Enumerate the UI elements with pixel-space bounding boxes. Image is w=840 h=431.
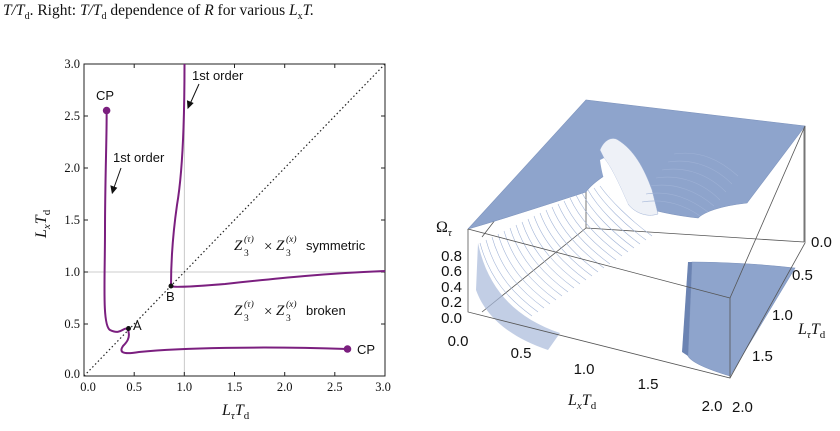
z-axis-label: Ωτ bbox=[436, 219, 453, 239]
svg-text:(τ): (τ) bbox=[244, 234, 254, 245]
svg-text:Z: Z bbox=[234, 238, 243, 254]
surface-lower-plateau bbox=[687, 261, 796, 377]
svg-text:(x): (x) bbox=[286, 299, 297, 310]
y-tick-label: 2.0 bbox=[64, 161, 80, 175]
cp-top-label: CP bbox=[96, 88, 114, 103]
box-front-top bbox=[467, 228, 731, 299]
svg-text:×: × bbox=[264, 304, 272, 320]
phase-boundary-horizontal-branch bbox=[170, 270, 386, 288]
y-tick-label: 0.5 bbox=[792, 267, 813, 284]
point-b-marker bbox=[168, 283, 174, 289]
svg-text:Z: Z bbox=[276, 303, 285, 319]
y-tick-label: 3.0 bbox=[64, 57, 80, 71]
point-b-label: B bbox=[166, 289, 175, 304]
svg-text:symmetric: symmetric bbox=[306, 238, 366, 253]
phase-boundary-left-branch bbox=[103, 110, 129, 333]
x-tick-label: 2.5 bbox=[327, 380, 343, 394]
svg-text:×: × bbox=[264, 239, 272, 255]
z-tick-label: 0.2 bbox=[441, 294, 462, 311]
svg-text:(x): (x) bbox=[286, 234, 297, 245]
x-tick-label: 1.0 bbox=[176, 380, 192, 394]
x-tick-label: 2.0 bbox=[277, 380, 293, 394]
symmetric-region-label: Z 3 (τ) × Z 3 (x) symmetric bbox=[234, 234, 366, 259]
svg-text:3: 3 bbox=[244, 314, 249, 324]
diagonal-line bbox=[83, 63, 386, 377]
box-front-top-right bbox=[729, 125, 806, 299]
x-tick-label: 3.0 bbox=[375, 380, 391, 394]
figure-caption: T/Td. Right: T/Td dependence of R for va… bbox=[3, 2, 314, 23]
broken-region-label: Z 3 (τ) × Z 3 (x) broken bbox=[234, 299, 346, 324]
x-tick-label: 2.0 bbox=[702, 398, 723, 415]
x-tick-label: 1.0 bbox=[574, 361, 595, 378]
x-axis-label: LτTd bbox=[221, 402, 250, 422]
critical-point-right bbox=[343, 345, 352, 353]
svg-text:Z: Z bbox=[276, 238, 285, 254]
box-back-floor bbox=[585, 227, 805, 243]
surface-lower-left-sheet bbox=[476, 243, 560, 350]
x-tick-label: 0.0 bbox=[448, 333, 469, 350]
y-tick-label: 1.5 bbox=[64, 213, 80, 227]
point-a-label: A bbox=[133, 318, 142, 333]
svg-text:Z: Z bbox=[234, 303, 243, 319]
first-order-top-arrow bbox=[189, 83, 200, 105]
surface-inner-ridge-shade bbox=[600, 158, 628, 210]
x-axis-label: LxTd bbox=[567, 392, 597, 412]
svg-text:3: 3 bbox=[286, 314, 291, 324]
y-tick-label: 0.5 bbox=[64, 317, 80, 331]
svg-text:3: 3 bbox=[286, 249, 291, 259]
y-tick-label: 2.5 bbox=[64, 109, 80, 123]
phase-diagram: 0.0 0.5 1.0 1.5 2.0 2.5 3.0 0.0 0.5 1.0 … bbox=[33, 57, 391, 422]
y-tick-label: 0.0 bbox=[811, 234, 832, 251]
phase-boundary-lower-branch bbox=[120, 329, 348, 355]
z-tick-label: 0.6 bbox=[441, 263, 462, 280]
point-a-marker bbox=[126, 326, 131, 331]
y-tick-label: 1.0 bbox=[64, 265, 80, 279]
y-axis-label: LτTd bbox=[797, 321, 826, 341]
y-tick-label: 0.0 bbox=[64, 367, 80, 381]
cp-right-label: CP bbox=[357, 342, 375, 357]
first-order-left-arrow bbox=[113, 167, 122, 190]
first-order-top-label: 1st order bbox=[192, 68, 244, 83]
z-tick-label: 0.0 bbox=[441, 310, 462, 327]
z-tick-label: 0.4 bbox=[441, 279, 462, 296]
y-tick-label: 2.0 bbox=[732, 399, 753, 416]
svg-text:broken: broken bbox=[306, 303, 346, 318]
surface-cliff bbox=[479, 185, 653, 317]
svg-text:(τ): (τ) bbox=[244, 299, 254, 310]
x-tick-label: 0.5 bbox=[511, 345, 532, 362]
y-axis-label: LxTd bbox=[33, 209, 53, 239]
svg-text:3: 3 bbox=[244, 249, 249, 259]
first-order-left-arrowhead bbox=[110, 185, 118, 195]
z-tick-label: 0.8 bbox=[441, 248, 462, 265]
phase-boundary-upper-branch bbox=[170, 63, 186, 287]
first-order-left-label: 1st order bbox=[113, 150, 165, 165]
x-tick-label: 0.0 bbox=[80, 380, 96, 394]
surface-lower-step bbox=[682, 262, 692, 356]
x-tick-label: 1.5 bbox=[227, 380, 243, 394]
x-tick-label: 1.5 bbox=[638, 376, 659, 393]
critical-point-top bbox=[102, 106, 111, 115]
y-tick-label: 1.0 bbox=[772, 307, 793, 324]
surface-plot: 0.8 0.6 0.4 0.2 0.0 Ωτ 0.0 0.5 1.0 1.5 2… bbox=[436, 99, 832, 416]
y-axis-ticks bbox=[84, 115, 385, 325]
x-tick-label: 0.5 bbox=[126, 380, 142, 394]
y-tick-label: 1.5 bbox=[752, 348, 773, 365]
first-order-top-arrowhead bbox=[186, 100, 194, 110]
